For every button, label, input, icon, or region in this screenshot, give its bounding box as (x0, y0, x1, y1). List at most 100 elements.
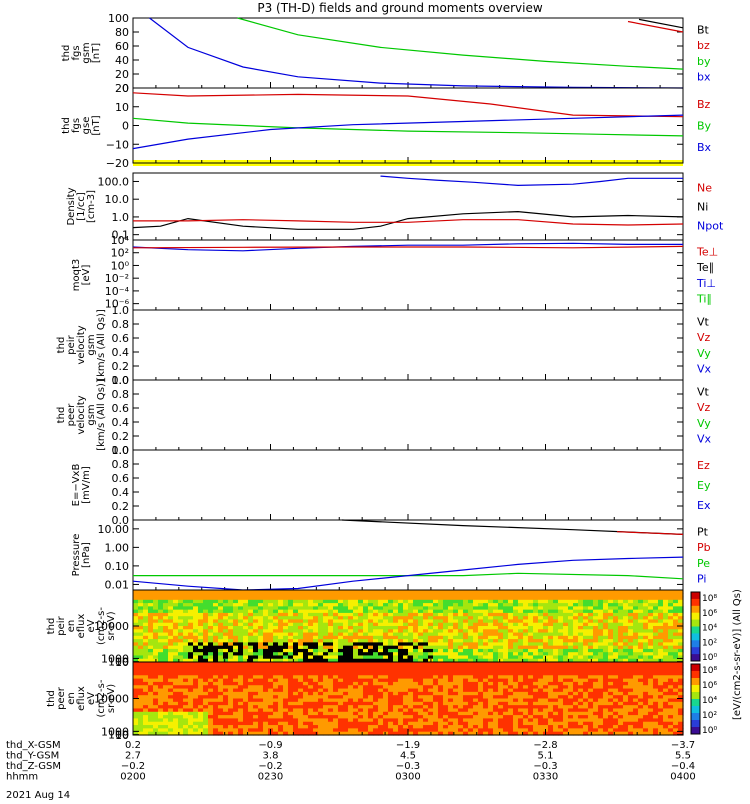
y-axis-label-line: [km/s (All Qs)] (96, 379, 107, 451)
y-tick-label: 10⁴ (111, 234, 130, 247)
legend-Vy: Vy (697, 347, 711, 360)
y-axis-label: moqt3[eV] (71, 259, 92, 292)
legend-bz: bz (697, 39, 710, 52)
y-tick-label: 100.0 (98, 175, 130, 188)
y-tick-label: −10 (106, 138, 129, 151)
legend-Ne: Ne (697, 181, 712, 194)
y-tick-label: 0.4 (112, 346, 130, 359)
legend-Te∥: Te∥ (696, 261, 714, 274)
y-tick-label: 0.10 (105, 560, 130, 573)
legend-Te⊥: Te⊥ (696, 246, 718, 259)
legend-bx: bx (697, 70, 711, 83)
y-axis-label: Pressure[nPa] (71, 534, 92, 577)
y-tick-label: 10⁻⁴ (105, 285, 130, 298)
y-tick-label: 0.6 (112, 402, 130, 415)
y-tick-label: 1.0 (112, 304, 130, 317)
legend-Ti∥: Ti∥ (696, 292, 712, 305)
legend-Vz: Vz (697, 401, 711, 414)
y-tick-label: 10 (115, 101, 129, 114)
legend-by: by (697, 55, 711, 68)
legend-Vt: Vt (697, 316, 710, 329)
legend-Vx: Vx (697, 362, 712, 375)
series-line-bx (150, 18, 684, 88)
y-axis-label-line: [nT] (91, 43, 102, 63)
y-axis-label-line: [nT] (91, 115, 102, 135)
y-tick-label: 0 (122, 120, 129, 133)
y-tick-label: 0.01 (105, 578, 130, 591)
legend-Ni: Ni (697, 201, 708, 214)
legend-Npot: Npot (697, 220, 724, 233)
series-line-By (133, 118, 683, 136)
y-tick-label: 0.2 (112, 360, 130, 373)
panel-frame (133, 310, 683, 380)
y-tick-label: 10 (115, 656, 129, 669)
panel-frame (133, 18, 683, 88)
legend-Bz: Bz (697, 98, 711, 111)
y-tick-label: 40 (115, 54, 129, 67)
panel-frame (133, 88, 683, 163)
legend-Pe: Pe (697, 557, 710, 570)
y-tick-label: 20 (115, 82, 129, 95)
y-tick-label: 100 (108, 12, 129, 25)
y-tick-label: 0.6 (112, 332, 130, 345)
y-axis-label-line: [mV/m] (81, 466, 92, 504)
y-tick-label: 1.0 (112, 374, 130, 387)
y-tick-label: 10⁰ (111, 259, 130, 272)
series-line-Te (133, 246, 683, 247)
series-line-Bx (133, 115, 683, 149)
series-line-Bz (133, 93, 683, 117)
series-line-Bt (639, 19, 683, 27)
y-tick-label: −20 (106, 157, 129, 170)
y-axis-label-line: [km/s (All Qs)] (96, 309, 107, 381)
y-tick-label: 1.0 (112, 444, 130, 457)
legend-Vx: Vx (697, 432, 712, 445)
y-tick-label: 0.4 (112, 416, 130, 429)
y-tick-label: 20 (115, 68, 129, 81)
series-line-by (238, 18, 684, 69)
y-tick-label: 60 (115, 40, 129, 53)
y-axis-label-line: sr-eV) (106, 611, 117, 640)
legend-Ez: Ez (697, 459, 710, 472)
y-tick-label: 0.4 (112, 486, 130, 499)
series-line-Npot (381, 176, 684, 185)
y-tick-label: 0.2 (112, 430, 130, 443)
y-axis-label-line: [eV] (81, 265, 92, 286)
y-axis-label: Density[1/cc][cm-3] (66, 187, 97, 225)
series-line-Pb (617, 532, 683, 535)
y-tick-label: 0.8 (112, 318, 130, 331)
legend-Ey: Ey (697, 479, 711, 492)
y-axis-label-line: [cm-3] (86, 190, 97, 223)
panel-frame (133, 450, 683, 520)
y-tick-label: 0.8 (112, 388, 130, 401)
legend-Pi: Pi (697, 572, 706, 585)
y-tick-label: 1.00 (105, 541, 130, 554)
legend-Pt: Pt (697, 526, 709, 539)
y-tick-label: 0.8 (112, 458, 130, 471)
y-tick-label: 1.0 (112, 211, 130, 224)
y-tick-label: 10⁻² (105, 272, 129, 285)
legend-Ti⊥: Ti⊥ (696, 277, 716, 290)
legend-Bx: Bx (697, 141, 712, 154)
y-tick-label: 10.0 (105, 193, 130, 206)
legend-Ex: Ex (697, 499, 711, 512)
legend-Vy: Vy (697, 417, 711, 430)
legend-By: By (697, 120, 712, 133)
plot-title: P3 (TH-D) fields and ground moments over… (257, 1, 542, 15)
y-tick-label: 10.00 (98, 523, 130, 536)
y-tick-label: 0.2 (112, 500, 130, 513)
y-tick-label: 0.6 (112, 472, 130, 485)
y-axis-label: E=−VxB[mV/m] (71, 464, 92, 507)
